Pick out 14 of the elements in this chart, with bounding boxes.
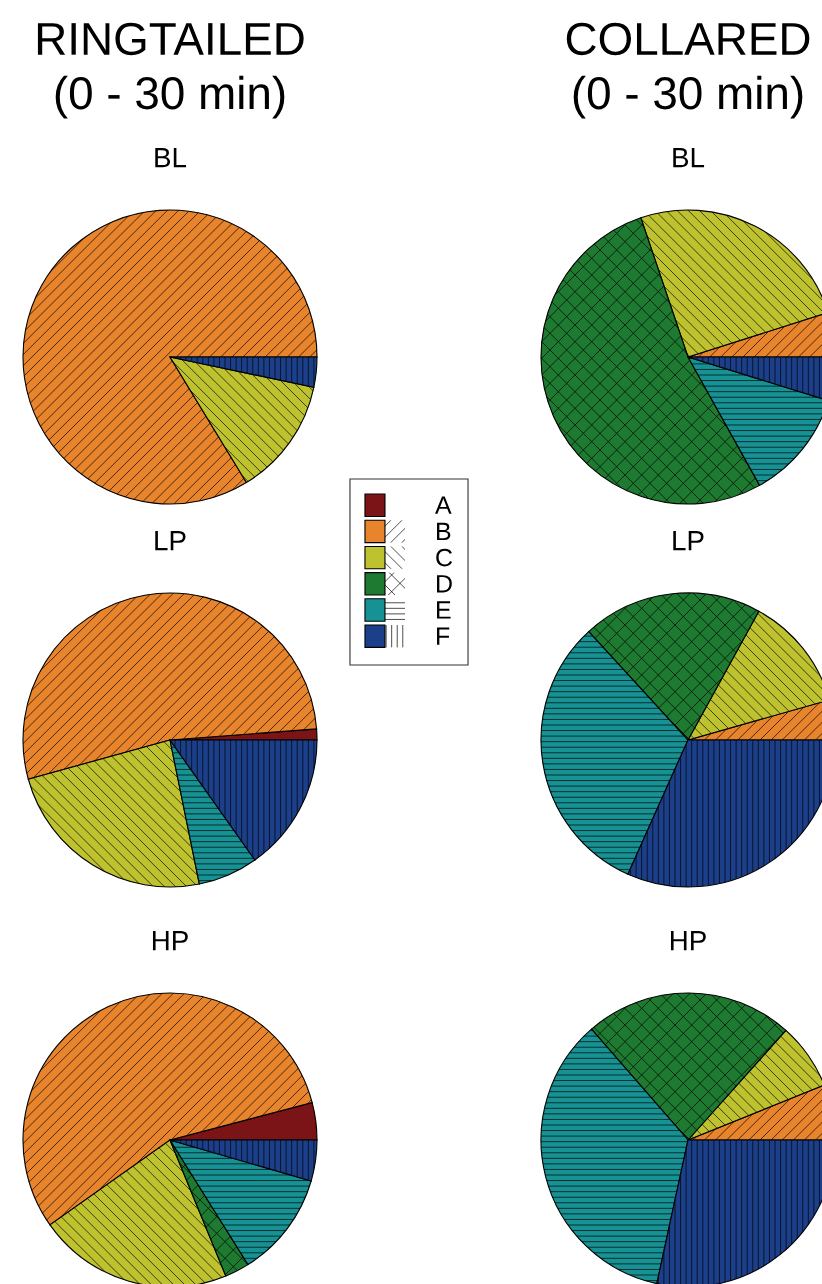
chart-title: LP [155, 531, 186, 551]
text: HP [152, 931, 188, 951]
legend-label: D [437, 575, 452, 593]
chart-title: HP [670, 931, 706, 951]
legend-label: A [435, 496, 452, 514]
legend-label: C [436, 548, 453, 567]
chart-title: LP [673, 531, 704, 551]
legend-label: B [437, 522, 451, 540]
chart-subtitle: BL [673, 148, 705, 168]
chart-title: COLLARED (0 - 30 min) [566, 22, 810, 119]
chart-title: RINGTAILED (0 - 30 min) [37, 22, 304, 119]
legend-label: F [437, 627, 450, 645]
legend-label: E [437, 601, 451, 619]
chart-subtitle: BL [155, 148, 187, 168]
